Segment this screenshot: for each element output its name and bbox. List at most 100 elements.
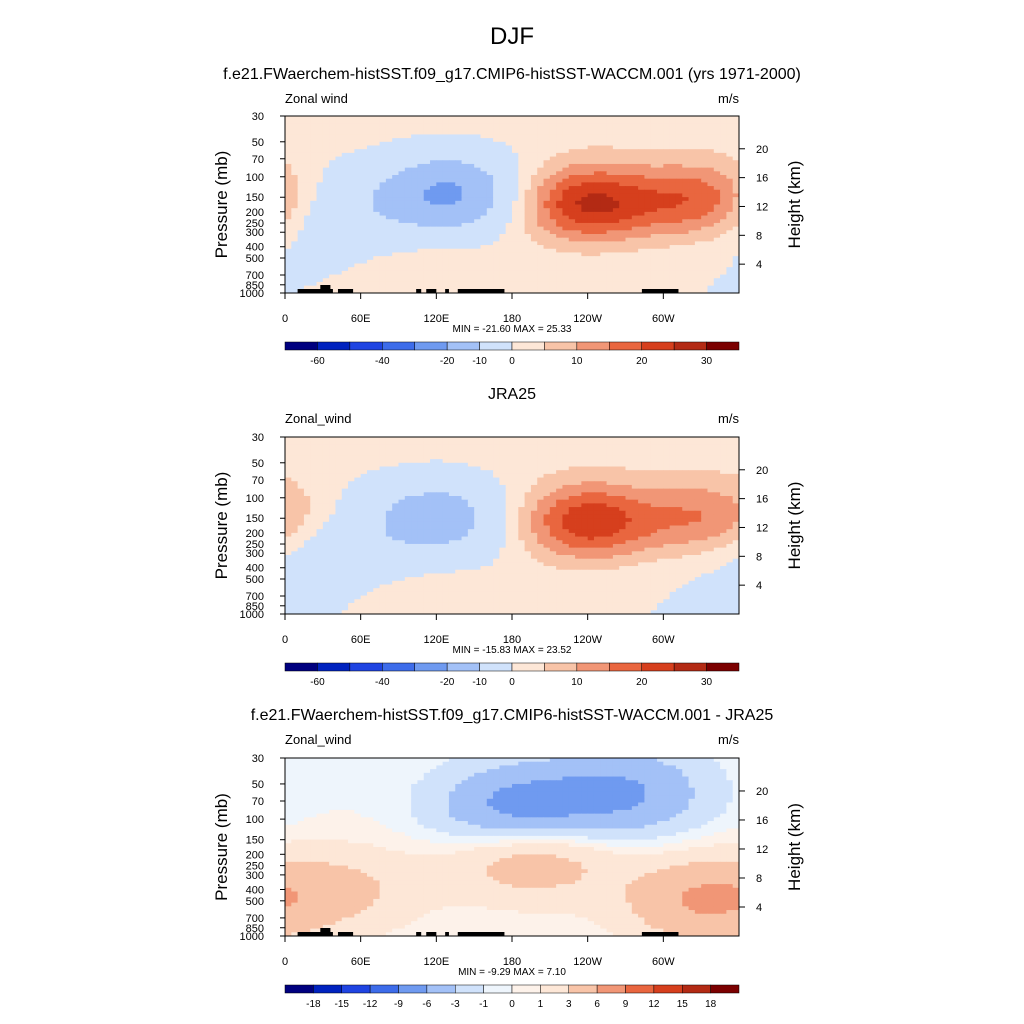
field-cell bbox=[448, 466, 456, 471]
field-cell bbox=[543, 226, 551, 231]
field-cell bbox=[480, 477, 488, 482]
field-cell bbox=[726, 152, 734, 157]
field-cell bbox=[310, 477, 317, 482]
field-cell bbox=[663, 156, 671, 161]
field-cell bbox=[568, 455, 576, 460]
field-cell bbox=[549, 481, 557, 486]
field-cell bbox=[474, 278, 481, 283]
field-cell bbox=[549, 484, 557, 490]
field-cell bbox=[638, 167, 645, 172]
field-cell bbox=[417, 123, 425, 128]
field-cell bbox=[524, 499, 532, 504]
field-cell bbox=[385, 208, 393, 213]
field-cell bbox=[442, 171, 450, 176]
field-cell bbox=[644, 448, 652, 453]
field-cell bbox=[657, 163, 664, 169]
field-cell bbox=[694, 197, 702, 202]
field-cell bbox=[392, 503, 399, 508]
field-cell bbox=[411, 204, 418, 209]
field-cell bbox=[329, 204, 336, 209]
field-cell bbox=[568, 503, 576, 508]
field-cell bbox=[650, 189, 658, 194]
field-cell bbox=[474, 241, 481, 246]
field-cell bbox=[619, 437, 626, 442]
field-cell bbox=[341, 200, 349, 205]
field-cell bbox=[373, 507, 380, 512]
field-cell bbox=[530, 267, 538, 272]
field-cell bbox=[600, 193, 607, 198]
field-cell bbox=[720, 241, 727, 246]
field-cell bbox=[417, 252, 425, 257]
field-cell bbox=[600, 134, 607, 139]
field-cell bbox=[562, 259, 570, 264]
field-cell bbox=[732, 197, 740, 202]
field-cell bbox=[480, 204, 488, 209]
field-cell bbox=[675, 130, 683, 135]
field-cell bbox=[310, 507, 317, 512]
field-cell bbox=[638, 119, 645, 124]
field-cell bbox=[593, 130, 601, 135]
field-cell bbox=[650, 252, 658, 257]
field-cell bbox=[335, 123, 343, 128]
field-cell bbox=[480, 219, 488, 224]
field-cell bbox=[392, 145, 399, 150]
field-cell bbox=[543, 285, 551, 290]
colorbar-swatch bbox=[511, 341, 545, 351]
field-cell bbox=[688, 208, 696, 213]
field-cell bbox=[379, 437, 387, 442]
field-cell bbox=[423, 145, 431, 150]
field-cell bbox=[575, 252, 582, 257]
field-cell bbox=[524, 160, 532, 165]
field-cell bbox=[417, 237, 425, 242]
field-cell bbox=[562, 149, 570, 154]
field-cell bbox=[423, 245, 431, 250]
field-cell bbox=[310, 237, 317, 242]
field-cell bbox=[303, 252, 311, 257]
field-cell bbox=[524, 167, 532, 172]
field-cell bbox=[593, 186, 601, 191]
field-cell bbox=[713, 481, 721, 486]
field-cell bbox=[694, 455, 702, 460]
field-cell bbox=[430, 473, 437, 478]
field-cell bbox=[480, 182, 488, 187]
field-cell bbox=[297, 178, 305, 183]
field-cell bbox=[682, 473, 689, 478]
field-cell bbox=[575, 182, 582, 187]
field-cell bbox=[297, 470, 305, 475]
field-cell bbox=[474, 186, 481, 191]
field-cell bbox=[442, 138, 450, 143]
field-cell bbox=[575, 444, 582, 449]
field-cell bbox=[562, 507, 570, 512]
field-cell bbox=[505, 127, 513, 132]
field-cell bbox=[348, 119, 355, 124]
field-cell bbox=[612, 259, 620, 264]
field-cell bbox=[701, 178, 708, 183]
field-cell bbox=[493, 208, 500, 213]
field-cell bbox=[675, 499, 683, 504]
field-cell bbox=[512, 116, 519, 121]
field-cell bbox=[467, 281, 475, 287]
field-cell bbox=[467, 259, 475, 264]
field-cell bbox=[316, 230, 324, 235]
field-cell bbox=[366, 248, 374, 253]
field-cell bbox=[625, 462, 633, 467]
field-cell bbox=[379, 481, 387, 486]
field-cell bbox=[644, 152, 652, 157]
field-cell bbox=[486, 197, 494, 202]
field-cell bbox=[688, 222, 696, 228]
field-cell bbox=[366, 267, 374, 272]
field-cell bbox=[518, 440, 526, 445]
field-cell bbox=[644, 204, 652, 209]
field-cell bbox=[379, 281, 387, 287]
field-cell bbox=[341, 119, 349, 124]
field-cell bbox=[713, 448, 721, 453]
field-cell bbox=[448, 211, 456, 216]
field-cell bbox=[436, 507, 444, 512]
field-cell bbox=[303, 215, 311, 220]
field-cell bbox=[657, 145, 664, 150]
field-cell bbox=[303, 455, 311, 460]
field-cell bbox=[417, 149, 425, 154]
field-cell bbox=[612, 152, 620, 157]
field-cell bbox=[562, 219, 570, 224]
field-cell bbox=[562, 270, 570, 275]
